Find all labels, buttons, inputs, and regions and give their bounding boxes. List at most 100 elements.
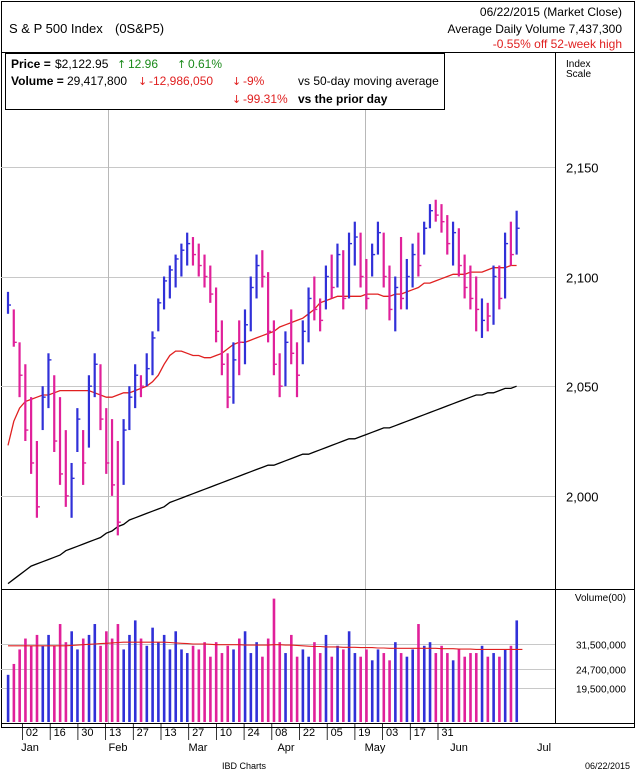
price-bar: [162, 276, 168, 310]
volume-bar: [284, 653, 287, 722]
volume-bar: [486, 656, 490, 722]
x-month-label: Jun: [450, 742, 468, 754]
price-bar: [232, 342, 237, 404]
price-bar: [58, 397, 64, 485]
volume-bar: [295, 656, 299, 722]
volume-bar: [145, 645, 149, 722]
price-bar: [342, 250, 347, 310]
volume-bar: [480, 645, 484, 722]
volume-bar: [365, 649, 368, 722]
volume-bar: [411, 649, 414, 722]
volume-bars: [6, 598, 519, 722]
price-bar: [267, 272, 272, 343]
volume-bar: [180, 649, 183, 722]
price-bar: [475, 276, 480, 332]
price-bar: [12, 309, 17, 347]
x-month-label: May: [365, 742, 386, 754]
price-bar: [405, 258, 410, 310]
price-bar: [168, 265, 173, 299]
info-box: [5, 53, 445, 110]
volume-bar: [394, 642, 397, 722]
pct-up-arrow-icon: ↑: [177, 58, 186, 71]
index-scale-label-2: Scale: [566, 69, 591, 80]
volume-bar: [87, 634, 91, 722]
price-bar: [110, 419, 116, 496]
volume-bar: [243, 631, 247, 722]
volume-bar: [35, 634, 39, 722]
volume-bar: [336, 645, 339, 722]
price-bar: [35, 441, 40, 518]
price-bar: [249, 276, 254, 332]
volume-bar: [498, 656, 501, 722]
x-month-label: Mar: [189, 742, 208, 754]
price-bar: [134, 364, 139, 409]
price-bar: [463, 254, 468, 299]
volume-bar: [307, 656, 310, 722]
price-bar: [18, 342, 23, 398]
price-bar: [376, 221, 381, 255]
volume-bar: [232, 649, 235, 722]
volume-bar: [301, 649, 305, 722]
price-bar: [87, 375, 92, 448]
price-bar: [261, 250, 266, 288]
volume-bar: [133, 620, 137, 722]
price-bar: [209, 265, 214, 303]
volume-bar: [226, 645, 230, 722]
date-line: 06/22/2015 (Market Close): [480, 5, 622, 19]
volume-bar: [185, 653, 189, 722]
volume-ma-line: [8, 641, 523, 650]
price-bar: [64, 430, 69, 507]
price-bar: [53, 375, 58, 452]
price-bar: [434, 199, 439, 222]
volume-bar: [64, 642, 68, 722]
volume-bar: [162, 634, 166, 722]
price-bar: [451, 221, 457, 266]
price-bar: [313, 276, 318, 321]
volume-bar: [388, 660, 391, 722]
price-bar: [47, 353, 52, 409]
volume-bar: [347, 631, 351, 722]
price-bar: [278, 353, 283, 398]
volume-bar: [382, 653, 386, 722]
price-bar: [220, 320, 225, 376]
price-bar: [238, 320, 243, 376]
volume-bar: [399, 653, 403, 722]
volume-bar: [12, 663, 16, 722]
off-high: -0.55% off 52-week high: [493, 37, 622, 51]
volume-bar: [353, 653, 357, 722]
price-y-ticks: 2,150 2,100 2,050 2,000: [566, 161, 599, 505]
volume-y-ticks: 31,500,000 24,700,000 19,500,000: [576, 641, 626, 696]
month-gridlines: [108, 110, 366, 589]
x-day-label: 19: [358, 727, 370, 739]
price-bar: [394, 276, 399, 332]
volume-bar: [503, 649, 507, 722]
price-value: $2,122.95: [55, 57, 109, 71]
volume-bar: [469, 653, 472, 722]
x-day-label: 13: [164, 727, 176, 739]
price-bar: [6, 291, 11, 314]
price-bar: [446, 215, 451, 255]
price-up-arrow-icon: ↑: [117, 58, 126, 71]
volume-bar: [29, 645, 33, 722]
volume-bar: [157, 642, 160, 722]
volume-change-pct-50: -9%: [243, 74, 265, 88]
price-bar: [24, 364, 29, 442]
volume-bar: [440, 645, 443, 722]
price-bar: [509, 221, 514, 266]
price-bar: [359, 232, 364, 288]
vs-50-text: vs 50-day moving average: [298, 74, 439, 88]
price-bar: [399, 237, 405, 310]
price-tick-label: 2,000: [566, 490, 599, 505]
volume-bar: [220, 653, 224, 722]
price-bar: [388, 265, 393, 321]
x-day-label: 30: [81, 727, 93, 739]
volume-bar: [272, 598, 276, 722]
volume-bar: [463, 656, 467, 722]
volume-bar: [318, 653, 322, 722]
volume-bar: [168, 649, 172, 722]
price-bar: [157, 298, 162, 332]
x-day-label: 24: [247, 727, 259, 739]
price-bar: [307, 287, 312, 343]
price-bar: [186, 232, 191, 266]
